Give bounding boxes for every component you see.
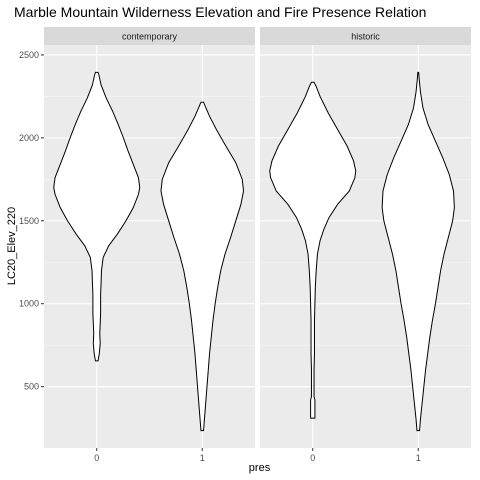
x-axis: 0 1 0 1 [94,448,421,463]
violin-contemporary-pres-0 [53,71,141,362]
y-tick-label: 1000 [19,299,39,309]
facet-strip-label: historic [351,32,380,42]
x-tick-label: 0 [310,453,315,463]
facet-panel-historic: historic [260,27,471,448]
chart-title: Marble Mountain Wilderness Elevation and… [14,4,426,20]
violin-contemporary-pres-1 [160,101,245,432]
x-tick-label: 1 [416,453,421,463]
y-tick-label: 1500 [19,216,39,226]
y-axis-title: LC20_Elev_220 [6,207,18,285]
violin-historic-pres-1 [381,71,455,432]
violin-historic-pres-0 [269,81,357,419]
x-axis-title: pres [249,462,271,474]
y-axis: 500 1000 1500 2000 2500 [19,50,44,392]
facet-panel-contemporary: contemporary [44,27,255,448]
x-tick-label: 0 [94,453,99,463]
facet-strip-label: contemporary [122,32,178,42]
y-tick-label: 2000 [19,133,39,143]
facet-panels: contemporary historic [44,27,471,448]
y-tick-label: 500 [24,382,39,392]
y-tick-label: 2500 [19,50,39,60]
facet-strip [44,27,255,45]
x-tick-label: 1 [200,453,205,463]
facet-strip [260,27,471,45]
